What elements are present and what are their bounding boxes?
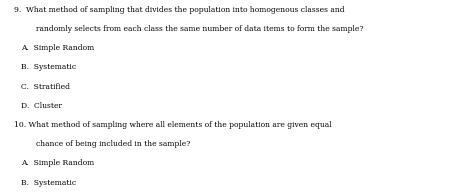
Text: 10. What method of sampling where all elements of the population are given equal: 10. What method of sampling where all el… [14,121,331,129]
Text: B.  Systematic: B. Systematic [21,63,77,71]
Text: A.  Simple Random: A. Simple Random [21,44,95,52]
Text: chance of being included in the sample?: chance of being included in the sample? [36,140,190,148]
Text: randomly selects from each class the same number of data items to form the sampl: randomly selects from each class the sam… [36,25,363,33]
Text: D.  Cluster: D. Cluster [21,102,62,110]
Text: 9.  What method of sampling that divides the population into homogenous classes : 9. What method of sampling that divides … [14,6,344,14]
Text: C.  Stratified: C. Stratified [21,83,70,91]
Text: B.  Systematic: B. Systematic [21,179,77,187]
Text: A.  Simple Random: A. Simple Random [21,159,95,167]
